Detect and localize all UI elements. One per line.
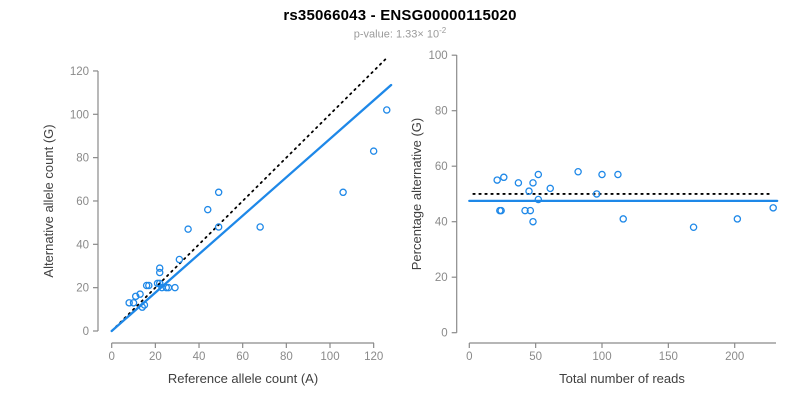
data-point: [131, 292, 140, 301]
right-y-tick-label: 80: [435, 106, 448, 118]
data-point: [529, 217, 537, 226]
left-x-tick-label: 120: [364, 351, 383, 363]
right-plot-points: [493, 167, 777, 231]
data-point: [138, 303, 147, 311]
left-x-tick-label: 60: [236, 351, 249, 363]
data-point: [214, 223, 223, 231]
data-point: [497, 206, 505, 215]
data-point: [153, 279, 162, 288]
left-x-tick-label: 40: [193, 351, 206, 363]
left-plot: 0 20 40 60 80 100 120 0 20 40 60 80 100 120 Reference …: [41, 57, 393, 386]
data-point: [339, 188, 347, 197]
data-point: [619, 215, 627, 223]
right-y-tick-label: 100: [429, 50, 448, 62]
right-y-tick-label: 60: [435, 161, 448, 173]
left-x-tick-label: 0: [108, 351, 114, 363]
data-point: [369, 147, 378, 155]
left-y-tick-label: 40: [76, 239, 89, 251]
left-x-tick-label: 20: [149, 351, 162, 363]
right-y-tick-label: 0: [441, 328, 447, 340]
page-title: rs35066043 - ENSG00000115020: [283, 7, 517, 24]
pvalue-subtitle: p-value: 1.33× 10-2: [0, 26, 800, 41]
data-point: [155, 268, 164, 277]
data-point: [155, 279, 164, 288]
data-point: [204, 205, 212, 214]
left-x-tick-label: 100: [320, 351, 339, 363]
data-point: [598, 170, 606, 179]
right-x-tick-label: 100: [592, 351, 611, 363]
data-point: [140, 301, 149, 309]
left-y-tick-label: 80: [76, 153, 89, 165]
data-point: [129, 299, 138, 307]
left-y-tick-label: 0: [83, 326, 89, 338]
data-point: [769, 204, 777, 212]
right-y-axis-title: Percentage alternative (G): [409, 118, 424, 270]
data-point: [529, 179, 537, 187]
data-point: [500, 173, 508, 182]
left-x-axis-title: Reference allele count (A): [168, 371, 318, 386]
left-y-tick-label: 60: [76, 196, 89, 208]
right-plot: 0 20 40 60 80 100 0 50 100 150 200 Total number of …: [409, 50, 779, 386]
data-point: [526, 206, 535, 215]
left-y-tick-label: 120: [70, 66, 89, 78]
left-y-axis-title: Alternative allele count (G): [41, 124, 56, 277]
data-point: [546, 184, 554, 193]
data-point: [136, 290, 144, 298]
data-point: [534, 170, 543, 179]
pvalue-text: p-value: 1.33× 10: [353, 28, 440, 41]
data-point: [534, 195, 543, 204]
pvalue-exponent: -2: [439, 26, 447, 35]
right-y-tick-label: 20: [435, 272, 448, 284]
data-point: [733, 215, 742, 223]
left-y-tick-label: 20: [76, 283, 89, 295]
data-point: [162, 283, 171, 292]
left-x-tick-label: 80: [280, 351, 293, 363]
left-plot-points: [125, 106, 391, 311]
data-point: [155, 264, 164, 272]
right-x-tick-label: 50: [529, 351, 542, 363]
left-y-tick-label: 100: [70, 109, 89, 121]
data-point: [574, 167, 582, 176]
data-point: [184, 225, 192, 233]
right-x-tick-label: 150: [659, 351, 678, 363]
data-point: [493, 176, 501, 184]
data-point: [256, 223, 264, 231]
right-x-axis-title: Total number of reads: [559, 371, 685, 386]
data-point: [592, 190, 601, 198]
left-identity-line: [110, 57, 388, 332]
data-point: [521, 206, 529, 215]
data-point: [142, 281, 151, 290]
data-point: [171, 283, 179, 292]
data-point: [383, 106, 391, 114]
data-point: [145, 281, 153, 290]
left-fit-line: [110, 83, 393, 333]
data-point: [125, 299, 133, 307]
right-x-tick-label: 200: [725, 351, 744, 363]
data-point: [614, 170, 622, 179]
data-point: [689, 223, 698, 231]
right-x-tick-label: 0: [466, 351, 472, 363]
data-point: [525, 187, 533, 195]
right-y-tick-label: 40: [435, 217, 448, 229]
data-point: [175, 255, 184, 264]
data-point: [514, 179, 523, 187]
data-point: [214, 188, 223, 197]
